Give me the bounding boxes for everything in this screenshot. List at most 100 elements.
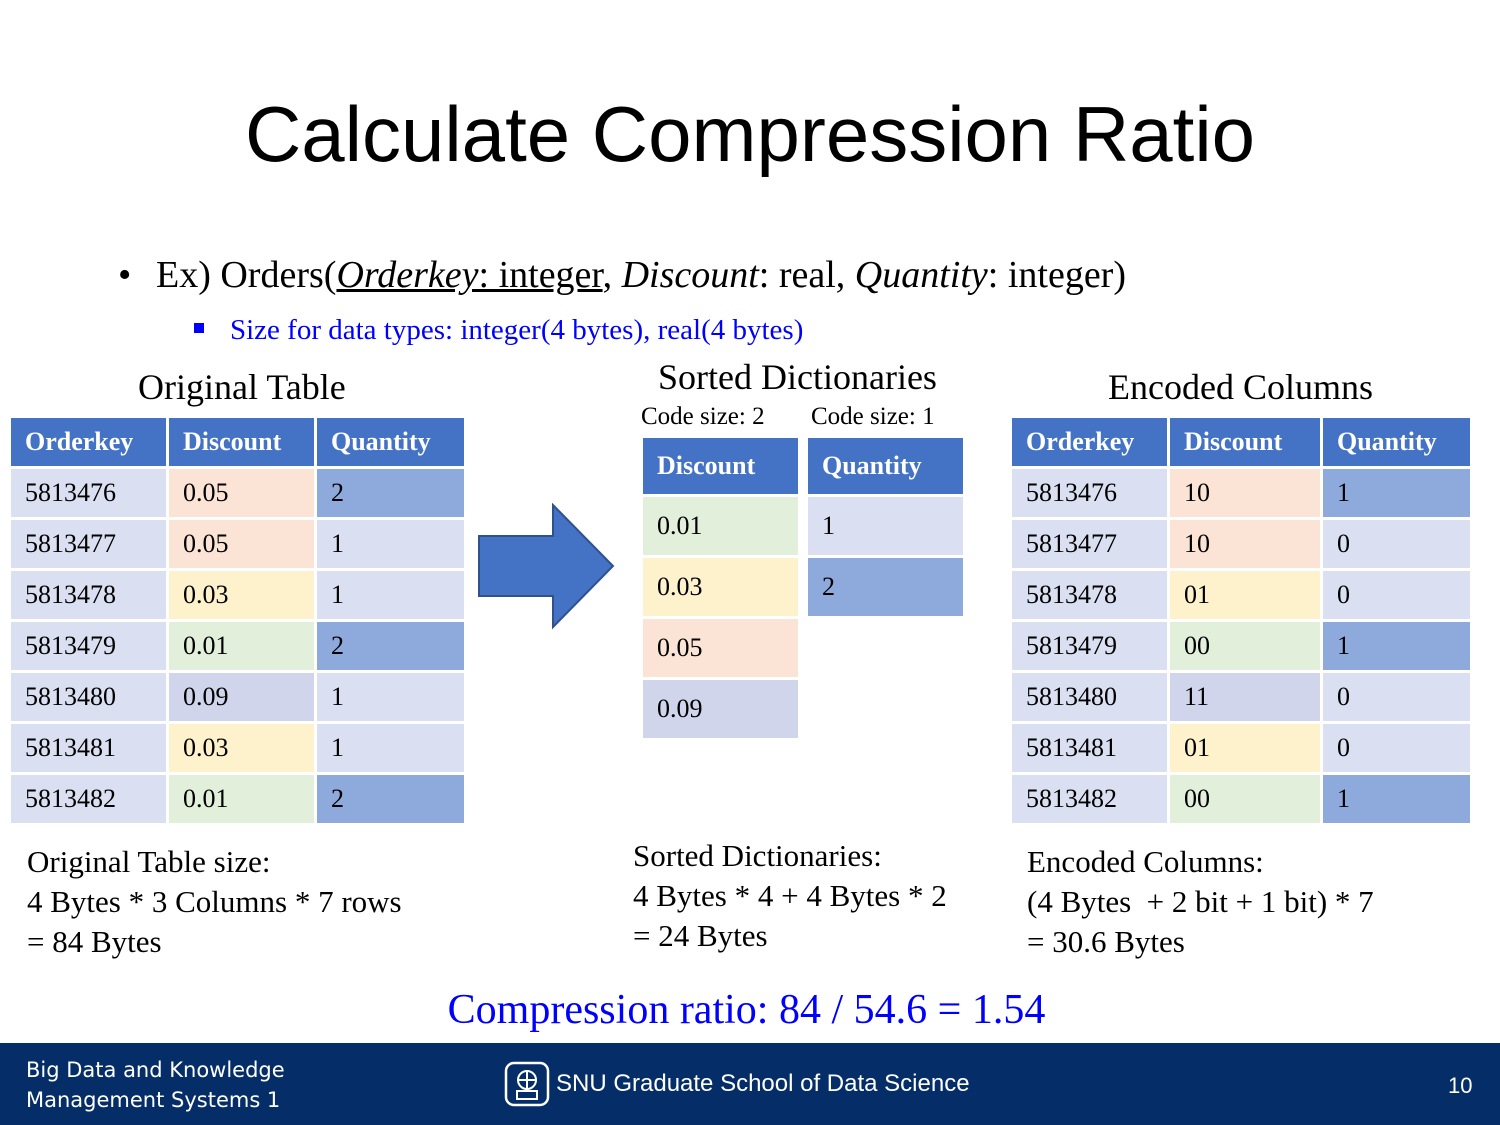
cell-orderkey: 5813477 — [1012, 520, 1167, 568]
cell-quantity: 1 — [317, 520, 464, 568]
dict-quantity-header: Quantity — [808, 438, 963, 494]
right-arrow-icon — [478, 503, 615, 630]
cell-discount: 01 — [1170, 571, 1320, 619]
schema-discount-type: : real, — [758, 254, 855, 296]
page-number: 10 — [1448, 1073, 1473, 1098]
original-header-discount: Discount — [169, 418, 314, 466]
cell-quantity: 2 — [317, 775, 464, 823]
summary-line: Sorted Dictionaries: — [633, 838, 882, 873]
summary-line: = 24 Bytes — [633, 918, 768, 953]
cell-orderkey: 5813481 — [1012, 724, 1167, 772]
cell-orderkey: 5813480 — [1012, 673, 1167, 721]
cell-quantity: 0 — [1323, 571, 1470, 619]
cell-orderkey: 5813480 — [11, 673, 166, 721]
summary-line: 4 Bytes * 3 Columns * 7 rows — [27, 884, 402, 919]
summary-line: 4 Bytes * 4 + 4 Bytes * 2 — [633, 878, 947, 913]
cell-quantity: 1 — [1323, 622, 1470, 670]
table-row: 5813477 10 0 — [1012, 520, 1470, 568]
cell-discount: 0.01 — [169, 775, 314, 823]
course-name: Big Data and Knowledge Management System… — [26, 1055, 285, 1115]
type-sizes-text: Size for data types: integer(4 bytes), r… — [230, 314, 804, 346]
cell-orderkey: 5813479 — [11, 622, 166, 670]
square-bullet-icon — [194, 323, 204, 334]
cell-quantity: 1 — [1323, 469, 1470, 517]
dict-quantity-value: 2 — [808, 558, 963, 616]
encoded-size-summary: Encoded Columns: (4 Bytes + 2 bit + 1 bit… — [1027, 842, 1374, 962]
encoded-header-orderkey: Orderkey — [1012, 418, 1167, 466]
table-row: 5813478 01 0 — [1012, 571, 1470, 619]
original-header-orderkey: Orderkey — [11, 418, 166, 466]
cell-orderkey: 5813476 — [11, 469, 166, 517]
compression-ratio: Compression ratio: 84 / 54.6 = 1.54 — [447, 987, 1046, 1033]
cell-discount: 0.05 — [169, 469, 314, 517]
cell-quantity: 1 — [317, 673, 464, 721]
cell-quantity: 1 — [1323, 775, 1470, 823]
table-row: 5813482 00 1 — [1012, 775, 1470, 823]
encoded-table-header-row: Orderkey Discount Quantity — [1012, 418, 1470, 466]
table-row: 5813476 0.05 2 — [11, 469, 464, 517]
cell-discount: 11 — [1170, 673, 1320, 721]
cell-quantity: 2 — [317, 622, 464, 670]
cell-orderkey: 5813477 — [11, 520, 166, 568]
original-table-header-row: Orderkey Discount Quantity — [11, 418, 464, 466]
table-row: 5813479 0.01 2 — [11, 622, 464, 670]
table-row: 5813481 01 0 — [1012, 724, 1470, 772]
cell-discount: 01 — [1170, 724, 1320, 772]
cell-quantity: 1 — [317, 571, 464, 619]
original-table: Orderkey Discount Quantity 5813476 0.05 2 … — [8, 415, 467, 826]
cell-quantity: 0 — [1323, 520, 1470, 568]
course-name-line: Management Systems 1 — [26, 1088, 281, 1112]
original-header-quantity: Quantity — [317, 418, 464, 466]
cell-quantity: 1 — [317, 724, 464, 772]
bullet-orders-schema: • Ex) Orders(Orderkey: integer, Discount:… — [118, 252, 1126, 298]
original-table-caption: Original Table — [138, 367, 346, 407]
cell-discount: 0.09 — [169, 673, 314, 721]
cell-discount: 10 — [1170, 520, 1320, 568]
cell-orderkey: 5813481 — [11, 724, 166, 772]
table-row: 5813478 0.03 1 — [11, 571, 464, 619]
encoded-columns-caption: Encoded Columns — [1108, 367, 1373, 407]
dictionaries-caption: Sorted Dictionaries — [658, 357, 937, 397]
summary-line: = 84 Bytes — [27, 924, 162, 959]
bullet-type-sizes: Size for data types: integer(4 bytes), r… — [194, 312, 803, 348]
cell-discount: 10 — [1170, 469, 1320, 517]
course-name-line: Big Data and Knowledge — [26, 1058, 285, 1082]
dict-discount-header: Discount — [643, 438, 798, 494]
cell-discount: 0.03 — [169, 571, 314, 619]
table-row: 5813482 0.01 2 — [11, 775, 464, 823]
dict-discount-value: 0.03 — [643, 558, 798, 616]
cell-quantity: 0 — [1323, 673, 1470, 721]
cell-orderkey: 5813482 — [11, 775, 166, 823]
snu-logo-icon — [504, 1061, 550, 1107]
discount-dictionary: Discount 0.01 0.03 0.05 0.09 — [643, 435, 798, 741]
school-name: SNU Graduate School of Data Science — [556, 1070, 970, 1097]
slide-title: Calculate Compression Ratio — [244, 90, 1256, 178]
cell-quantity: 0 — [1323, 724, 1470, 772]
summary-line: (4 Bytes + 2 bit + 1 bit) * 7 — [1027, 884, 1374, 919]
table-row: 5813477 0.05 1 — [11, 520, 464, 568]
schema-quantity-type: : integer) — [987, 254, 1126, 296]
table-row: 5813479 00 1 — [1012, 622, 1470, 670]
dictionaries-size-summary: Sorted Dictionaries: 4 Bytes * 4 + 4 Byte… — [633, 836, 947, 956]
cell-discount: 00 — [1170, 622, 1320, 670]
table-row: 5813480 0.09 1 — [11, 673, 464, 721]
cell-orderkey: 5813479 — [1012, 622, 1167, 670]
cell-discount: 0.01 — [169, 622, 314, 670]
cell-discount: 0.05 — [169, 520, 314, 568]
table-row: 5813481 0.03 1 — [11, 724, 464, 772]
encoded-table: Orderkey Discount Quantity 5813476 10 1 58… — [1009, 415, 1473, 826]
table-row: 5813480 11 0 — [1012, 673, 1470, 721]
cell-orderkey: 5813482 — [1012, 775, 1167, 823]
original-size-summary: Original Table size: 4 Bytes * 3 Columns … — [27, 842, 402, 962]
cell-quantity: 2 — [317, 469, 464, 517]
schema-quantity: Quantity — [854, 254, 988, 296]
cell-orderkey: 5813478 — [11, 571, 166, 619]
summary-line: Encoded Columns: — [1027, 844, 1264, 879]
schema-orderkey-type: : integer — [478, 254, 603, 296]
summary-line: = 30.6 Bytes — [1027, 924, 1185, 959]
summary-line: Original Table size: — [27, 844, 271, 879]
dict-quantity-value: 1 — [808, 497, 963, 555]
cell-orderkey: 5813478 — [1012, 571, 1167, 619]
dict-discount-value: 0.05 — [643, 619, 798, 677]
dict-discount-value: 0.01 — [643, 497, 798, 555]
